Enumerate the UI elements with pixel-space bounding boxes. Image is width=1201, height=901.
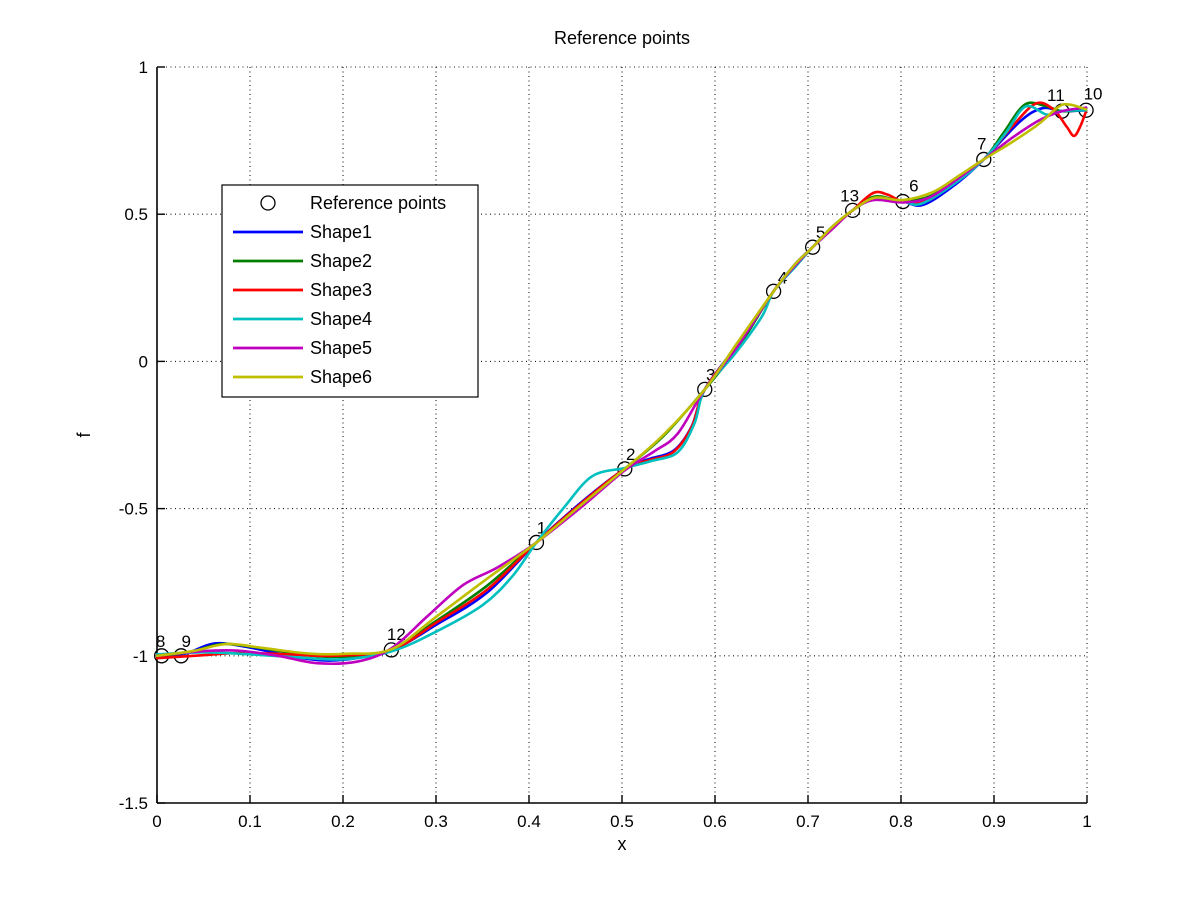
reference-point-label: 1 [537, 518, 546, 537]
reference-point-marker [697, 381, 713, 398]
x-tick-label: 0.9 [982, 812, 1006, 831]
legend-item-label: Shape3 [310, 280, 372, 300]
y-tick-label: 1 [139, 58, 148, 77]
legend-item-label: Shape6 [310, 367, 372, 387]
legend-item-label: Shape2 [310, 251, 372, 271]
reference-point-label: 2 [626, 445, 635, 464]
reference-point-marker [765, 283, 782, 299]
legend-marker-icon [260, 195, 276, 211]
reference-point-label: 13 [840, 186, 859, 205]
reference-point-label: 7 [977, 134, 986, 153]
reference-point-label: 5 [816, 223, 825, 242]
x-tick-label: 0.7 [796, 812, 820, 831]
y-tick-label: 0 [139, 352, 148, 371]
reference-point-label: 9 [181, 632, 190, 651]
x-tick-label: 0.4 [517, 812, 541, 831]
x-tick-label: 0.6 [703, 812, 727, 831]
reference-point-label: 11 [1047, 86, 1065, 105]
x-axis-label: x [618, 834, 627, 854]
reference-point-label: 8 [156, 632, 165, 651]
reference-point-label: 6 [909, 177, 918, 196]
y-axis-label: f [74, 432, 94, 438]
reference-point-marker [976, 151, 992, 168]
chart-title: Reference points [554, 28, 690, 48]
chart-render-root: 0 0.1 0.2 0.3 0.4 0.5 0.6 0.7 0.8 0.9 1 -1.5 -1 -0.5 0… [119, 58, 1103, 831]
reference-point-label: 10 [1084, 84, 1103, 103]
x-tick-label: 0.8 [889, 812, 913, 831]
series-curves [155, 101, 1088, 666]
legend-item-label: Shape4 [310, 309, 372, 329]
axes: 0 0.1 0.2 0.3 0.4 0.5 0.6 0.7 0.8 0.9 1 -1.5 -1 -0.5 0… [119, 58, 1092, 831]
reference-point-label: 3 [706, 365, 715, 384]
x-tick-label: 0.5 [610, 812, 634, 831]
y-tick-label: -1.5 [119, 794, 148, 813]
legend-item-label: Shape5 [310, 338, 372, 358]
x-tick-label: 1 [1082, 812, 1091, 831]
reference-point-label: 12 [387, 625, 406, 644]
legend-item-label: Shape1 [310, 222, 372, 242]
x-tick-label: 0.2 [331, 812, 355, 831]
y-tick-label: -1 [133, 647, 148, 666]
y-tick-label: 0.5 [124, 205, 148, 224]
y-tick-label: -0.5 [119, 500, 148, 519]
legend: Reference points Shape1 Shape2 Shape3 Shape4… [221, 184, 479, 398]
reference-point-marker [844, 202, 861, 219]
x-tick-label: 0.3 [424, 812, 448, 831]
gridlines [157, 66, 1088, 803]
reference-point-marker [805, 239, 821, 255]
x-tick-label: 0.1 [238, 812, 262, 831]
reference-point-marker [528, 534, 545, 551]
legend-item-label: Reference points [310, 193, 446, 213]
series-curve-shape6 [155, 102, 1088, 658]
x-tick-label: 0 [152, 812, 161, 831]
